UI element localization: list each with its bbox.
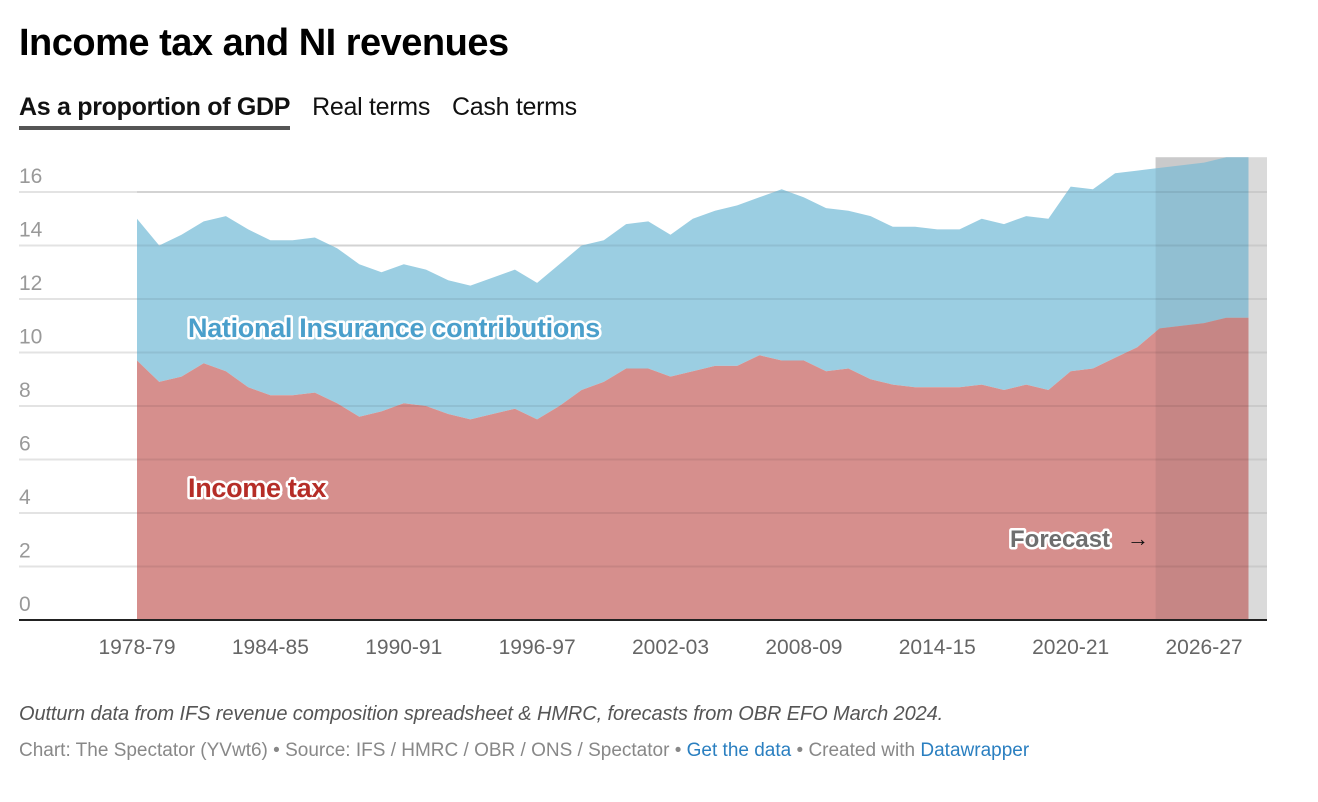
- x-tick-label: 1990-91: [365, 636, 442, 659]
- y-tick-label: 14: [19, 219, 43, 242]
- source-text: Source: IFS / HMRC / OBR / ONS / Spectat…: [285, 740, 670, 761]
- y-tick-label: 8: [19, 379, 31, 402]
- x-tick-label: 1996-97: [499, 636, 576, 659]
- y-tick-label: 4: [19, 486, 31, 509]
- x-tick-label: 2008-09: [765, 636, 842, 659]
- y-tick-label: 16: [19, 165, 42, 188]
- datawrapper-link[interactable]: Datawrapper: [920, 740, 1030, 761]
- separator: •: [791, 740, 809, 761]
- created-with-text: Created with: [808, 740, 921, 761]
- get-the-data-link[interactable]: Get the data: [686, 740, 792, 761]
- y-tick-label: 0: [19, 593, 31, 616]
- income-tax-area: [137, 317, 1249, 620]
- stacked-area-chart: 0 2 4 6 8 10 12 14 16 1978-79 1984-85 1990-91 1996-…: [19, 157, 1267, 659]
- ni-series-label: National Insurance contributions: [188, 313, 600, 343]
- x-tick-label: 2020-21: [1032, 636, 1109, 659]
- gridlines-overlay: [137, 191, 1267, 568]
- forecast-overlay: [1155, 157, 1249, 620]
- forecast-overlay-rect: [1155, 157, 1249, 620]
- chart-credit: Chart: The Spectator (YVwt6): [19, 740, 268, 761]
- y-tick-label: 2: [19, 540, 31, 563]
- ni-area: [137, 157, 1249, 420]
- forecast-arrow-icon: →: [1127, 526, 1149, 551]
- x-tick-label: 2014-15: [899, 636, 976, 659]
- separator: •: [267, 740, 286, 761]
- separator: •: [669, 740, 687, 761]
- view-tabs: As a proportion of GDP Real terms Cash t…: [19, 93, 577, 130]
- income-tax-series-label: Income tax: [188, 473, 326, 503]
- tab-real-terms[interactable]: Real terms: [312, 93, 431, 121]
- x-tick-label: 1978-79: [98, 636, 175, 659]
- y-tick-label: 6: [19, 433, 31, 456]
- areas: [137, 157, 1249, 620]
- y-tick-label: 12: [19, 272, 42, 295]
- chart-footer: Chart: The Spectator (YVwt6) • Source: I…: [19, 740, 1029, 762]
- x-tick-label: 1984-85: [232, 636, 309, 659]
- tab-cash-terms[interactable]: Cash terms: [452, 93, 577, 121]
- chart-title: Income tax and NI revenues: [19, 22, 509, 64]
- tab-proportion-of-gdp[interactable]: As a proportion of GDP: [19, 93, 290, 130]
- y-tick-label: 10: [19, 326, 42, 349]
- x-axis-labels: 1978-79 1984-85 1990-91 1996-97 2002-03 2008-…: [98, 636, 1242, 659]
- x-tick-label: 2026-27: [1166, 636, 1243, 659]
- x-tick-label: 2002-03: [632, 636, 709, 659]
- forecast-label: Forecast: [1010, 526, 1110, 553]
- chart-description: Outturn data from IFS revenue compositio…: [19, 703, 944, 725]
- y-axis-labels: 0 2 4 6 8 10 12 14 16: [19, 165, 43, 616]
